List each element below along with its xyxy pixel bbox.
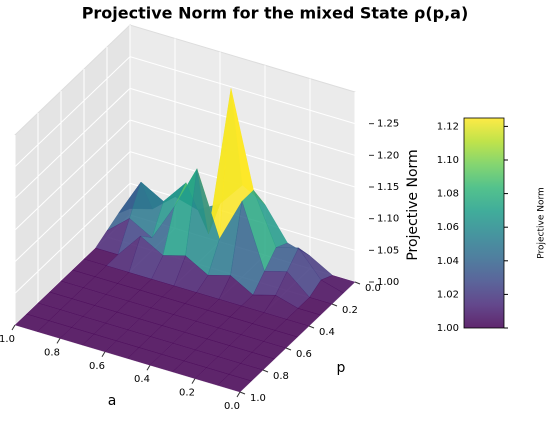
x-tick-label: 0.6 [89, 361, 105, 372]
colorbar-tick-label: 1.00 [437, 323, 459, 334]
y-tick-label: 0.8 [273, 371, 289, 382]
tick-mark [101, 351, 106, 358]
colorbar-tick-label: 1.06 [437, 222, 459, 233]
z-tick-label: 1.15 [377, 182, 399, 193]
y-tick-label: 0.6 [296, 349, 312, 360]
z-tick-label: 1.25 [377, 119, 399, 130]
y-tick-label: 0.0 [365, 283, 381, 294]
colorbar-tick-label: 1.12 [437, 121, 459, 132]
x-tick-label: 0.2 [179, 388, 195, 399]
x-axis-label: a [108, 393, 117, 409]
grid-line [14, 87, 131, 199]
x-tick-label: 0.4 [134, 374, 150, 385]
chart-title: Projective Norm for the mixed State ρ(p,… [82, 4, 469, 23]
colorbar-tick-label: 1.02 [437, 289, 459, 300]
z-tick-label: 1.05 [377, 245, 399, 256]
colorbar-tick-label: 1.08 [437, 189, 459, 200]
grid-line [14, 119, 131, 231]
x-tick-label: 0.8 [44, 347, 60, 358]
z-tick-label: 1.10 [377, 214, 399, 225]
x-tick-label: 1.0 [0, 334, 15, 345]
surface-facet [217, 374, 252, 393]
tick-mark [354, 281, 361, 285]
tick-mark [11, 324, 16, 331]
tick-mark [285, 347, 292, 351]
tick-mark [308, 325, 315, 329]
tick-mark [239, 391, 246, 395]
x-tick-label: 0.0 [224, 401, 240, 412]
z-tick-label: 1.00 [377, 277, 399, 288]
grid-line [14, 151, 131, 263]
tick-mark [191, 378, 196, 384]
z-axis-label: Projective Norm [405, 149, 421, 260]
tick-mark [331, 303, 338, 307]
grid-line [14, 56, 131, 168]
tick-mark [236, 391, 241, 398]
tick-mark [146, 364, 151, 371]
colorbar-label: Projective Norm [537, 187, 547, 259]
z-tick-label: 1.20 [377, 150, 399, 161]
grid-line [129, 87, 356, 156]
grid-line [14, 182, 131, 294]
y-tick-label: 1.0 [250, 393, 266, 404]
y-tick-label: 0.4 [319, 327, 335, 338]
tick-mark [262, 369, 269, 373]
colorbar-tick-label: 1.10 [437, 155, 459, 166]
y-tick-label: 0.2 [342, 305, 358, 316]
colorbar-tick-label: 1.04 [437, 256, 459, 267]
y-axis-label: p [337, 360, 346, 376]
colorbar [463, 117, 505, 329]
tick-mark [56, 338, 61, 344]
grid-line [129, 56, 356, 125]
